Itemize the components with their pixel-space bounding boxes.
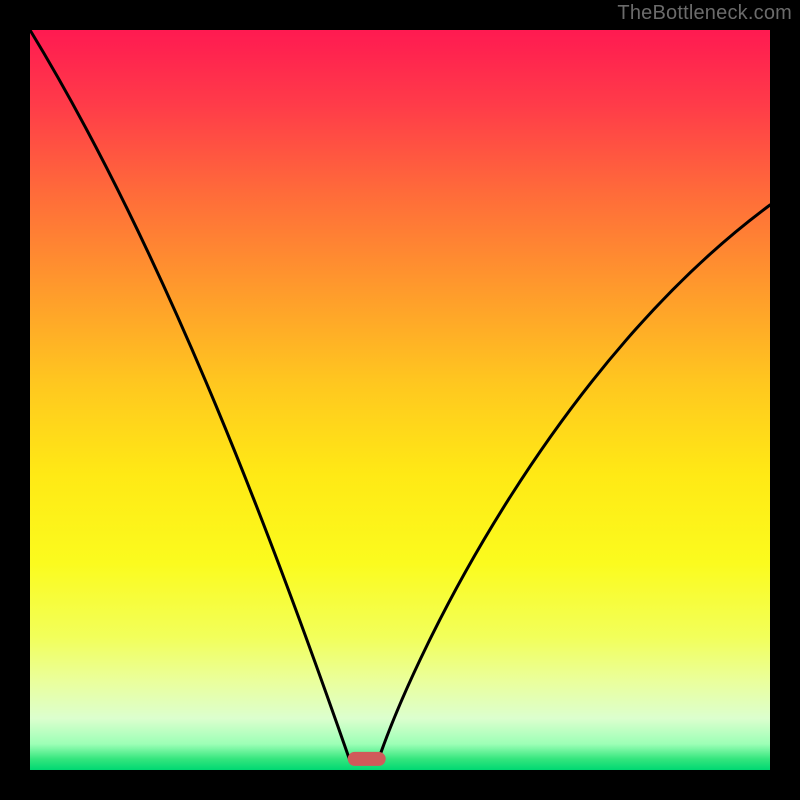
chart-stage: TheBottleneck.com <box>0 0 800 800</box>
optimal-marker <box>348 752 386 766</box>
bottleneck-chart <box>0 0 800 800</box>
plot-area <box>30 30 770 770</box>
